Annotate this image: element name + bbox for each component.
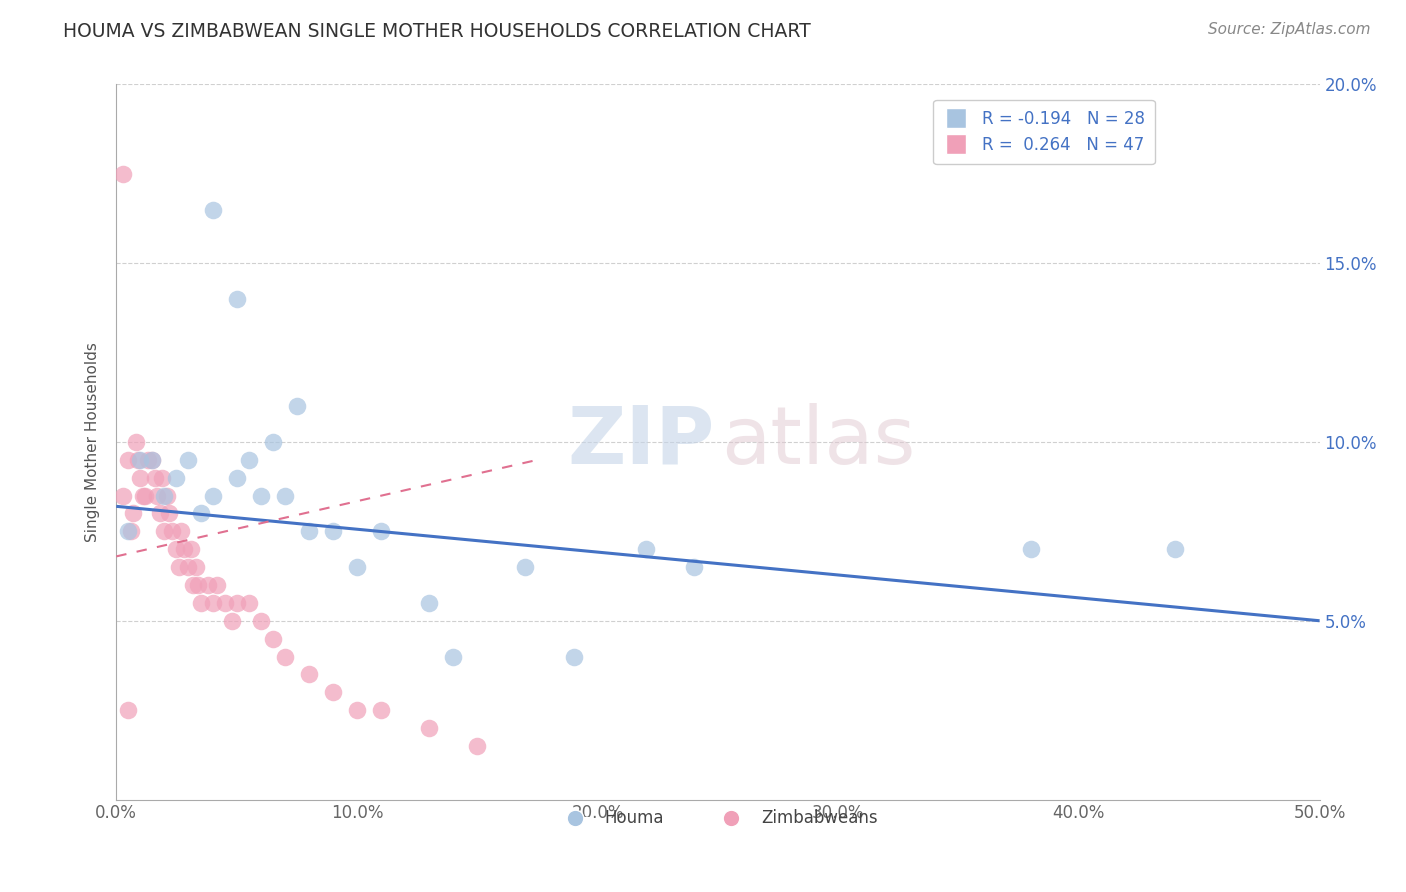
Point: [156, 489, 179, 503]
Point: [122, 507, 145, 521]
Point: [160, 524, 183, 539]
Point: [322, 685, 344, 699]
Point: [238, 453, 260, 467]
Point: [190, 507, 212, 521]
Text: HOUMA VS ZIMBABWEAN SINGLE MOTHER HOUSEHOLDS CORRELATION CHART: HOUMA VS ZIMBABWEAN SINGLE MOTHER HOUSEH…: [63, 22, 811, 41]
Point: [165, 471, 187, 485]
Point: [177, 453, 200, 467]
Point: [165, 542, 187, 557]
Point: [141, 453, 163, 467]
Text: ZIP: ZIP: [567, 403, 714, 481]
Point: [129, 453, 152, 467]
Point: [149, 507, 172, 521]
Point: [153, 524, 176, 539]
Point: [201, 489, 224, 503]
Point: [298, 524, 321, 539]
Point: [682, 560, 704, 574]
Point: [1164, 542, 1187, 557]
Point: [146, 489, 169, 503]
Point: [249, 614, 271, 628]
Point: [153, 489, 176, 503]
Point: [129, 471, 152, 485]
Point: [370, 703, 392, 717]
Point: [120, 524, 142, 539]
Point: [197, 578, 219, 592]
Point: [157, 507, 180, 521]
Point: [177, 560, 200, 574]
Point: [562, 649, 585, 664]
Text: Source: ZipAtlas.com: Source: ZipAtlas.com: [1208, 22, 1371, 37]
Point: [515, 560, 537, 574]
Point: [112, 489, 135, 503]
Point: [298, 667, 321, 681]
Y-axis label: Single Mother Households: Single Mother Households: [86, 342, 100, 542]
Point: [249, 489, 271, 503]
Point: [262, 434, 284, 449]
Point: [634, 542, 657, 557]
Point: [112, 167, 135, 181]
Point: [201, 596, 224, 610]
Point: [180, 542, 202, 557]
Point: [201, 202, 224, 217]
Text: atlas: atlas: [721, 403, 915, 481]
Point: [346, 560, 368, 574]
Point: [322, 524, 344, 539]
Point: [274, 649, 297, 664]
Point: [370, 524, 392, 539]
Point: [225, 596, 247, 610]
Point: [418, 721, 440, 735]
Point: [136, 453, 159, 467]
Point: [190, 596, 212, 610]
Point: [124, 434, 146, 449]
Point: [117, 703, 139, 717]
Point: [134, 489, 156, 503]
Point: [238, 596, 260, 610]
Point: [441, 649, 464, 664]
Point: [274, 489, 297, 503]
Point: [170, 524, 193, 539]
Point: [117, 524, 139, 539]
Point: [285, 399, 308, 413]
Point: [465, 739, 488, 753]
Point: [181, 578, 204, 592]
Point: [173, 542, 195, 557]
Point: [143, 471, 166, 485]
Point: [214, 596, 236, 610]
Point: [117, 453, 139, 467]
Point: [221, 614, 243, 628]
Point: [132, 489, 155, 503]
Point: [262, 632, 284, 646]
Point: [207, 578, 229, 592]
Point: [184, 560, 207, 574]
Point: [418, 596, 440, 610]
Point: [167, 560, 190, 574]
Point: [225, 292, 247, 306]
Point: [141, 453, 163, 467]
Point: [127, 453, 149, 467]
Point: [150, 471, 173, 485]
Point: [346, 703, 368, 717]
Point: [187, 578, 209, 592]
Point: [225, 471, 247, 485]
Legend: Houma, Zimbabweans: Houma, Zimbabweans: [551, 803, 884, 834]
Point: [1019, 542, 1042, 557]
